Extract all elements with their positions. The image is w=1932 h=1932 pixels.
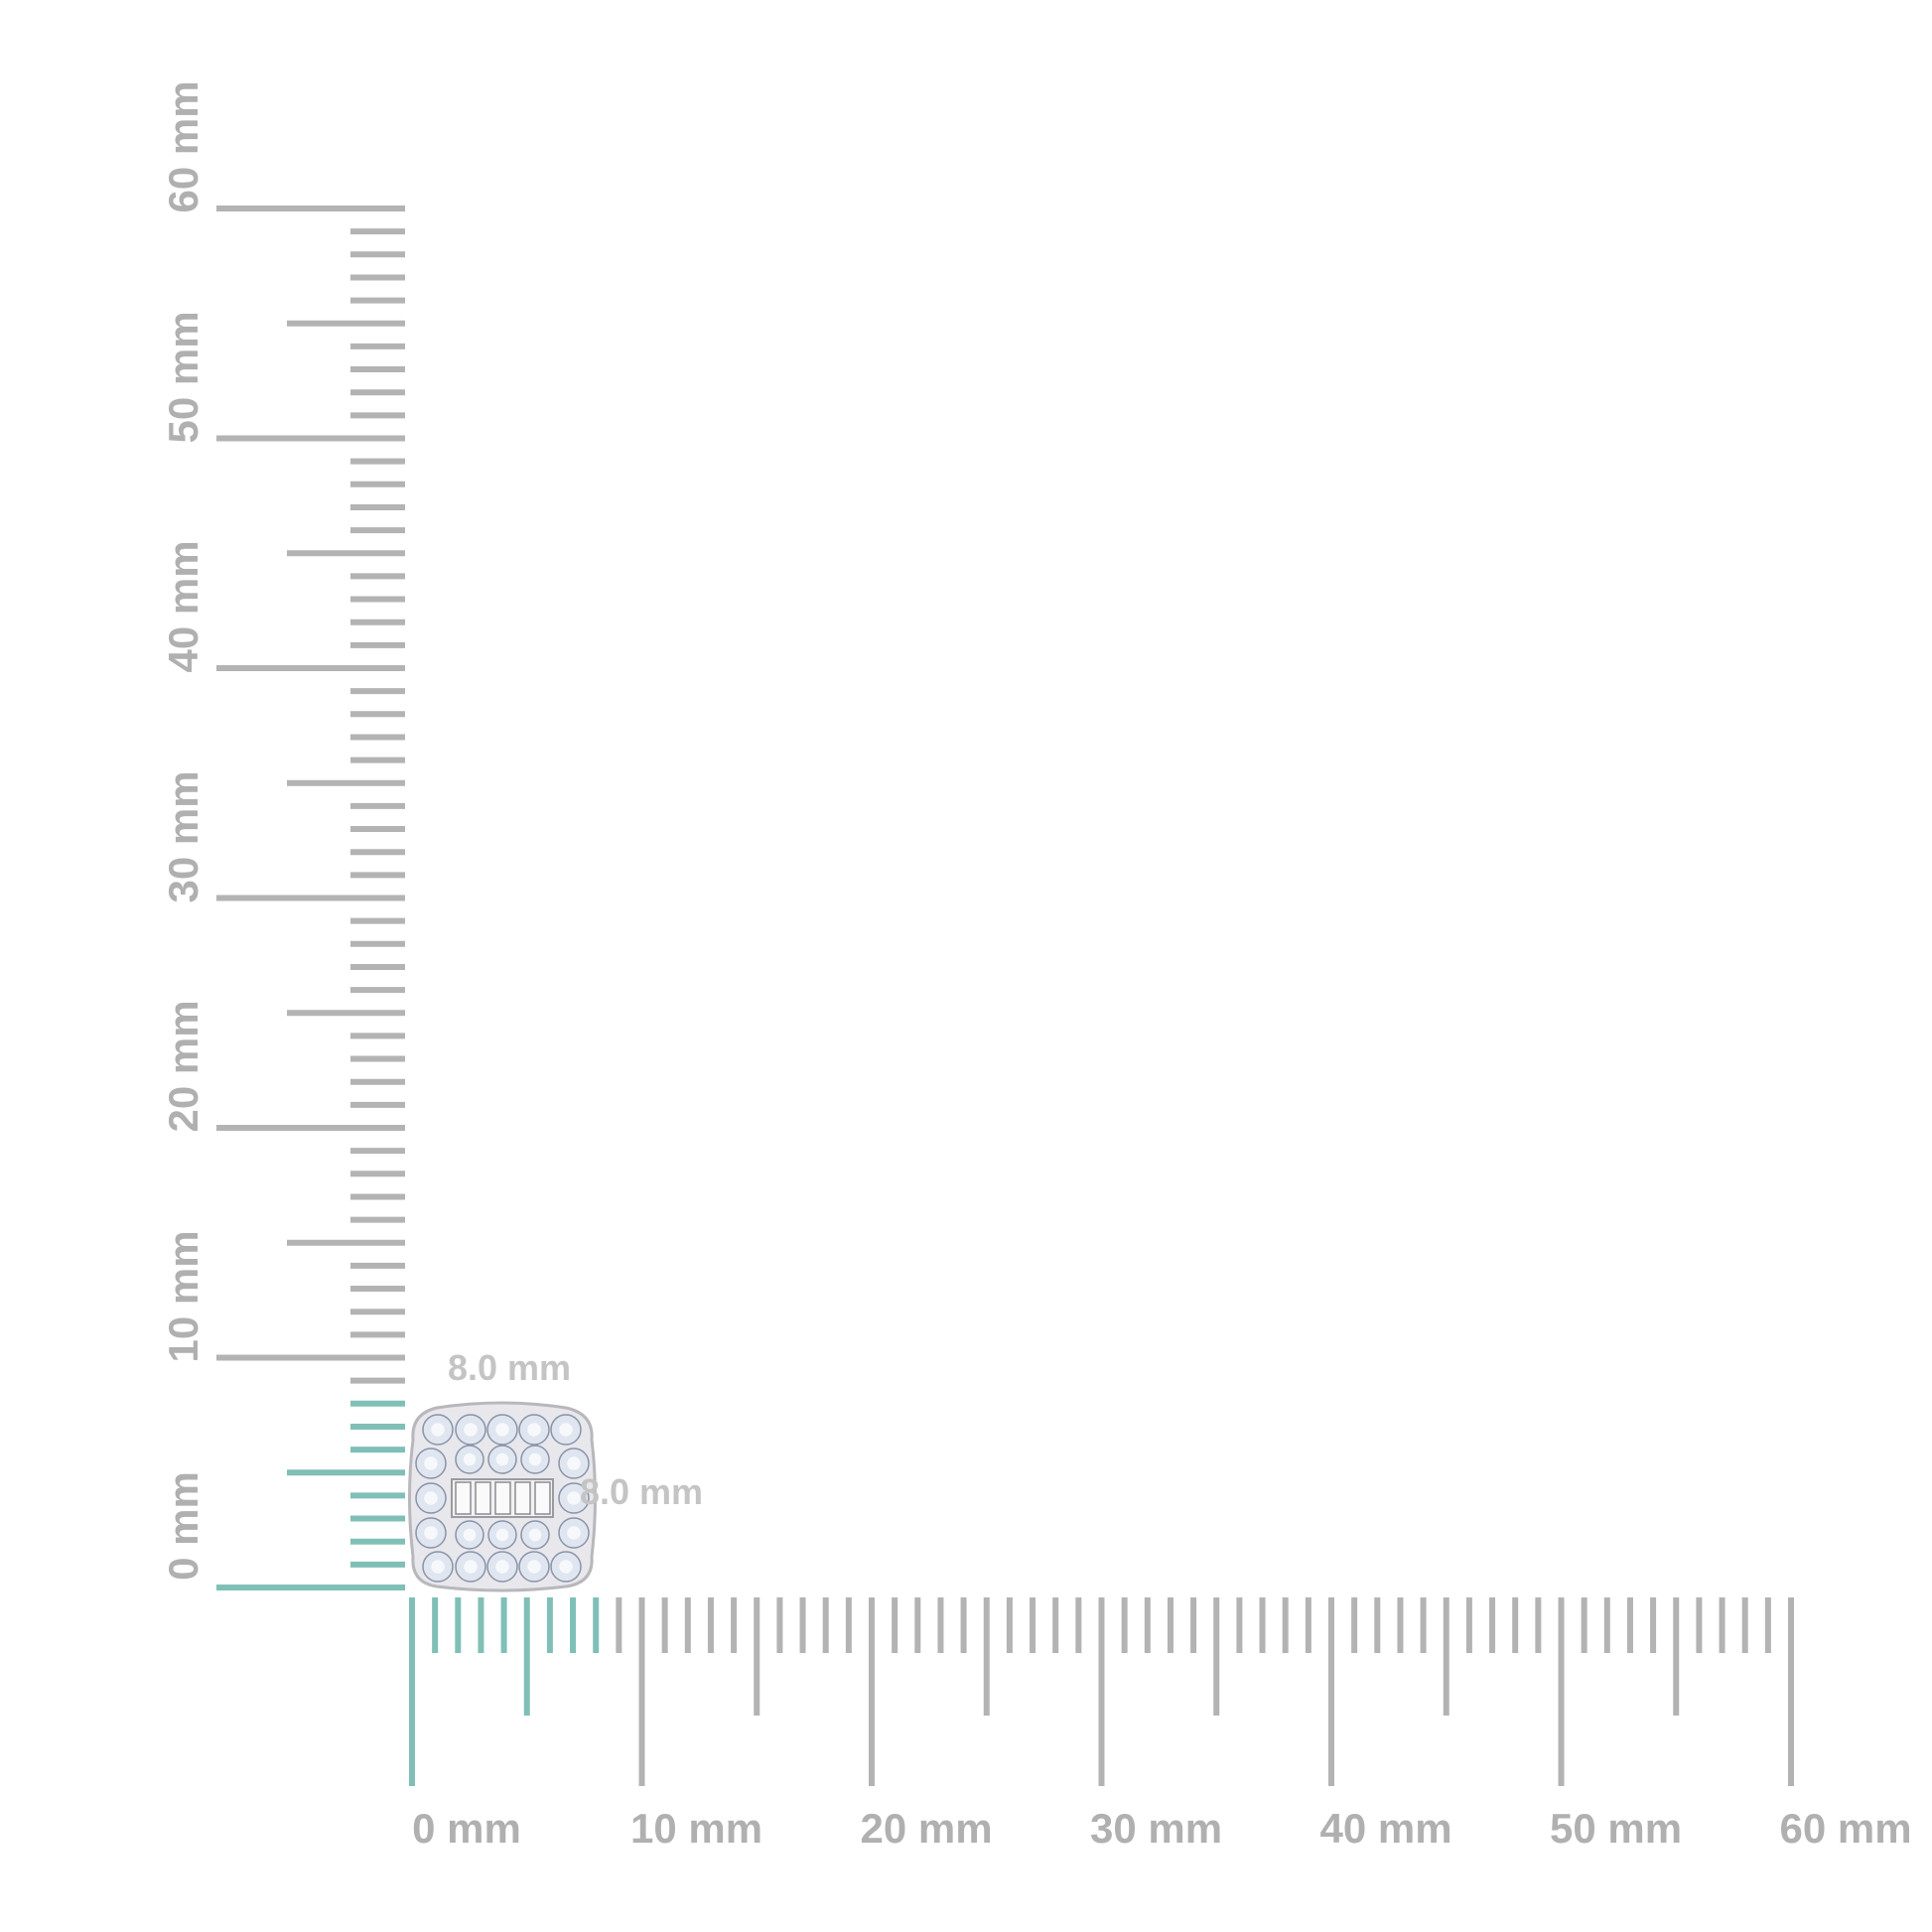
earring-image xyxy=(408,1401,597,1592)
diamond-table xyxy=(463,1452,477,1466)
diamond-table xyxy=(495,1452,509,1466)
diamond-table xyxy=(567,1526,581,1540)
height-dimension-label: 8.0 mm xyxy=(579,1471,704,1512)
diamond-table xyxy=(567,1491,581,1505)
baguette-diamond xyxy=(455,1481,472,1515)
x-axis-label: 20 mm xyxy=(860,1805,993,1852)
diamond-table xyxy=(464,1423,478,1437)
diamond-table xyxy=(424,1526,438,1540)
x-axis-label: 10 mm xyxy=(629,1805,763,1852)
diamond-table xyxy=(463,1528,477,1542)
diamond-table xyxy=(464,1560,478,1574)
diamond-table xyxy=(528,1452,542,1466)
width-dimension-label: 8.0 mm xyxy=(447,1347,572,1388)
y-axis-label: 30 mm xyxy=(160,769,207,903)
y-axis-label: 50 mm xyxy=(160,310,207,444)
x-axis-label: 30 mm xyxy=(1089,1805,1223,1852)
x-axis-label: 40 mm xyxy=(1319,1805,1452,1852)
diamond-table xyxy=(424,1491,438,1505)
diamond-table xyxy=(495,1528,509,1542)
baguette-diamond xyxy=(534,1481,551,1515)
y-axis-label: 20 mm xyxy=(160,1000,207,1133)
x-axis-label: 60 mm xyxy=(1779,1805,1912,1852)
diamond-table xyxy=(559,1560,573,1574)
diamond-table xyxy=(495,1423,509,1437)
baguette-diamond xyxy=(514,1481,531,1515)
y-axis-label: 60 mm xyxy=(160,80,207,213)
diamond-table xyxy=(527,1560,541,1574)
diamond-table xyxy=(495,1560,509,1574)
x-axis-label: 0 mm xyxy=(412,1805,521,1852)
diamond-table xyxy=(559,1423,573,1437)
baguette-diamond xyxy=(475,1481,491,1515)
diamond-table xyxy=(431,1560,445,1574)
diamond-table xyxy=(431,1423,445,1437)
y-axis-label: 0 mm xyxy=(160,1471,207,1581)
diamond-table xyxy=(528,1528,542,1542)
ruler-ticks xyxy=(216,206,1794,1786)
diamond-table xyxy=(527,1423,541,1437)
diamond-table xyxy=(567,1456,581,1470)
baguette-diamond xyxy=(494,1481,511,1515)
diamond-table xyxy=(424,1456,438,1470)
y-axis-label: 40 mm xyxy=(160,540,207,673)
y-axis-label: 10 mm xyxy=(160,1229,207,1363)
x-axis-label: 50 mm xyxy=(1549,1805,1683,1852)
